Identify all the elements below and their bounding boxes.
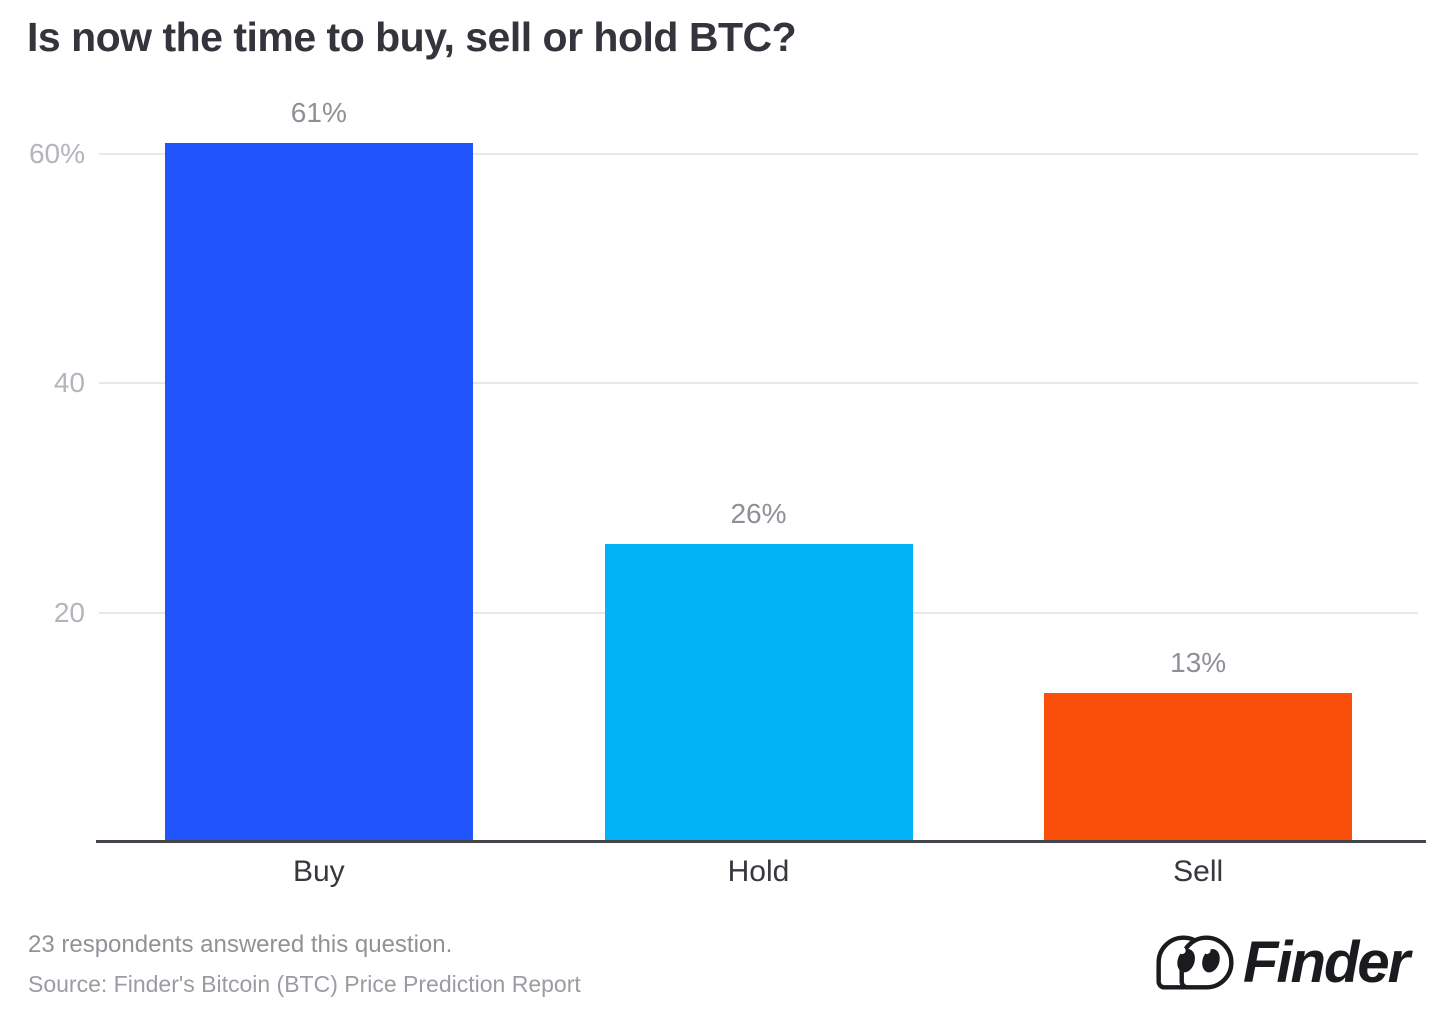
finder-eyes-icon — [1156, 935, 1234, 990]
finder-logo: Finder — [1156, 929, 1410, 996]
y-gridline-60 — [99, 153, 1418, 155]
y-axis-tick-label: 60% — [28, 138, 85, 169]
bar-buy — [164, 142, 473, 842]
finder-logo-text: Finder — [1243, 930, 1410, 995]
x-axis-label-hold: Hold — [727, 855, 790, 888]
chart-title: Is now the time to buy, sell or hold BTC… — [27, 14, 797, 60]
x-axis-label-buy: Buy — [292, 855, 345, 888]
bar-value-label-buy: 61% — [290, 96, 347, 128]
y-gridline-40 — [99, 382, 1418, 385]
x-axis-label-sell: Sell — [1173, 855, 1224, 888]
bar-hold — [604, 543, 913, 842]
y-axis-tick-label: 20 — [53, 596, 85, 628]
bar-value-label-hold: 26% — [730, 497, 787, 529]
bar-value-label-sell: 13% — [1170, 646, 1227, 678]
bar-sell — [1044, 692, 1353, 842]
source-note: Source: Finder's Bitcoin (BTC) Price Pre… — [28, 971, 581, 997]
respondents-note: 23 respondents answered this question. — [28, 931, 453, 958]
y-axis-tick-label: 40 — [53, 367, 85, 399]
x-axis-line — [96, 840, 1426, 843]
